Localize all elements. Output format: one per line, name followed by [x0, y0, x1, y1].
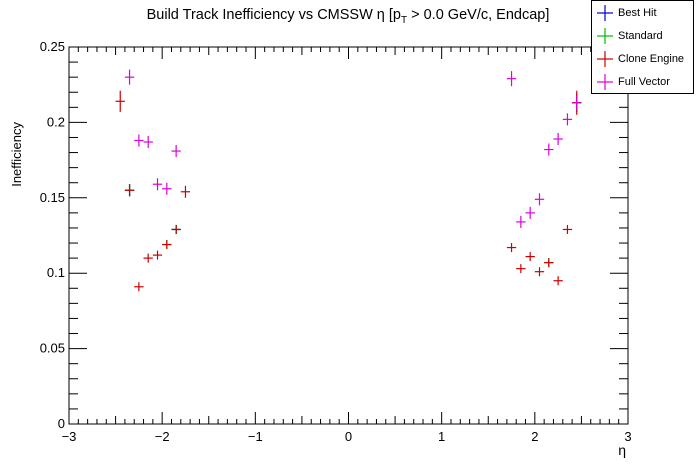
y-tick-label: 0.15 [40, 190, 65, 205]
data-point-full-vector [124, 69, 135, 85]
data-point-full-vector [534, 193, 545, 206]
data-point-clone-engine [506, 243, 517, 253]
legend-entry-full-vector: Full Vector [592, 71, 693, 93]
data-point-clone-engine [162, 240, 172, 250]
data-point-full-vector [143, 135, 153, 149]
data-point-full-vector [562, 113, 573, 126]
legend-marker-standard [597, 28, 613, 44]
data-point-clone-engine [180, 185, 191, 198]
data-point-full-vector [553, 132, 563, 146]
data-point-clone-engine [562, 224, 573, 234]
data-point-clone-engine [124, 184, 135, 197]
y-tick-label: 0.1 [47, 265, 65, 280]
chart-title: Build Track Inefficiency vs CMSSW η [pT … [146, 7, 550, 26]
x-tick-label: 1 [438, 429, 445, 444]
y-tick-label: 0.05 [40, 341, 65, 356]
data-point-full-vector [544, 143, 554, 156]
data-point-full-vector [134, 134, 144, 147]
data-point-full-vector [152, 178, 163, 191]
legend-entry-best-hit: Best Hit [592, 2, 693, 24]
legend-label-clone-engine: Clone Engine [618, 53, 685, 65]
legend-marker-best-hit [597, 5, 613, 21]
legend-label-full-vector: Full Vector [618, 76, 670, 88]
x-tick-label: 2 [531, 429, 538, 444]
y-axis-label: Inefficiency [9, 122, 24, 187]
data-point-full-vector [516, 215, 526, 228]
y-tick-label: 0 [58, 416, 65, 431]
x-tick-label: 0 [345, 429, 352, 444]
data-point-clone-engine [534, 267, 545, 277]
legend-entry-clone-engine: Clone Engine [592, 48, 693, 70]
x-tick-label: −3 [62, 429, 77, 444]
legend-label-best-hit: Best Hit [618, 7, 657, 19]
x-axis-label: η [618, 442, 626, 458]
data-point-full-vector [572, 95, 582, 111]
y-tick-label: 0.25 [40, 39, 65, 54]
data-point-clone-engine [553, 276, 563, 286]
data-point-clone-engine [134, 282, 144, 292]
data-point-clone-engine [544, 258, 554, 268]
legend-label-standard: Standard [618, 30, 663, 42]
data-point-full-vector [506, 71, 517, 87]
legend-entry-standard: Standard [592, 25, 693, 47]
data-point-full-vector [162, 182, 172, 195]
y-tick-label: 0.2 [47, 114, 65, 129]
x-tick-label: −2 [155, 429, 170, 444]
x-tick-label: 3 [624, 429, 631, 444]
legend: Best Hit Standard Clone Engine Full Vect… [591, 0, 694, 94]
data-point-clone-engine [171, 224, 181, 234]
data-point-full-vector [171, 145, 181, 158]
data-point-clone-engine [516, 264, 526, 274]
plot-frame [68, 46, 629, 425]
data-point-clone-engine [115, 90, 125, 112]
data-point-full-vector [525, 206, 535, 219]
legend-marker-full-vector [597, 74, 613, 90]
data-point-clone-engine [152, 250, 163, 260]
legend-marker-clone-engine [597, 51, 613, 67]
x-tick-label: −1 [248, 429, 263, 444]
data-point-clone-engine [143, 253, 153, 263]
data-point-clone-engine [525, 252, 535, 262]
